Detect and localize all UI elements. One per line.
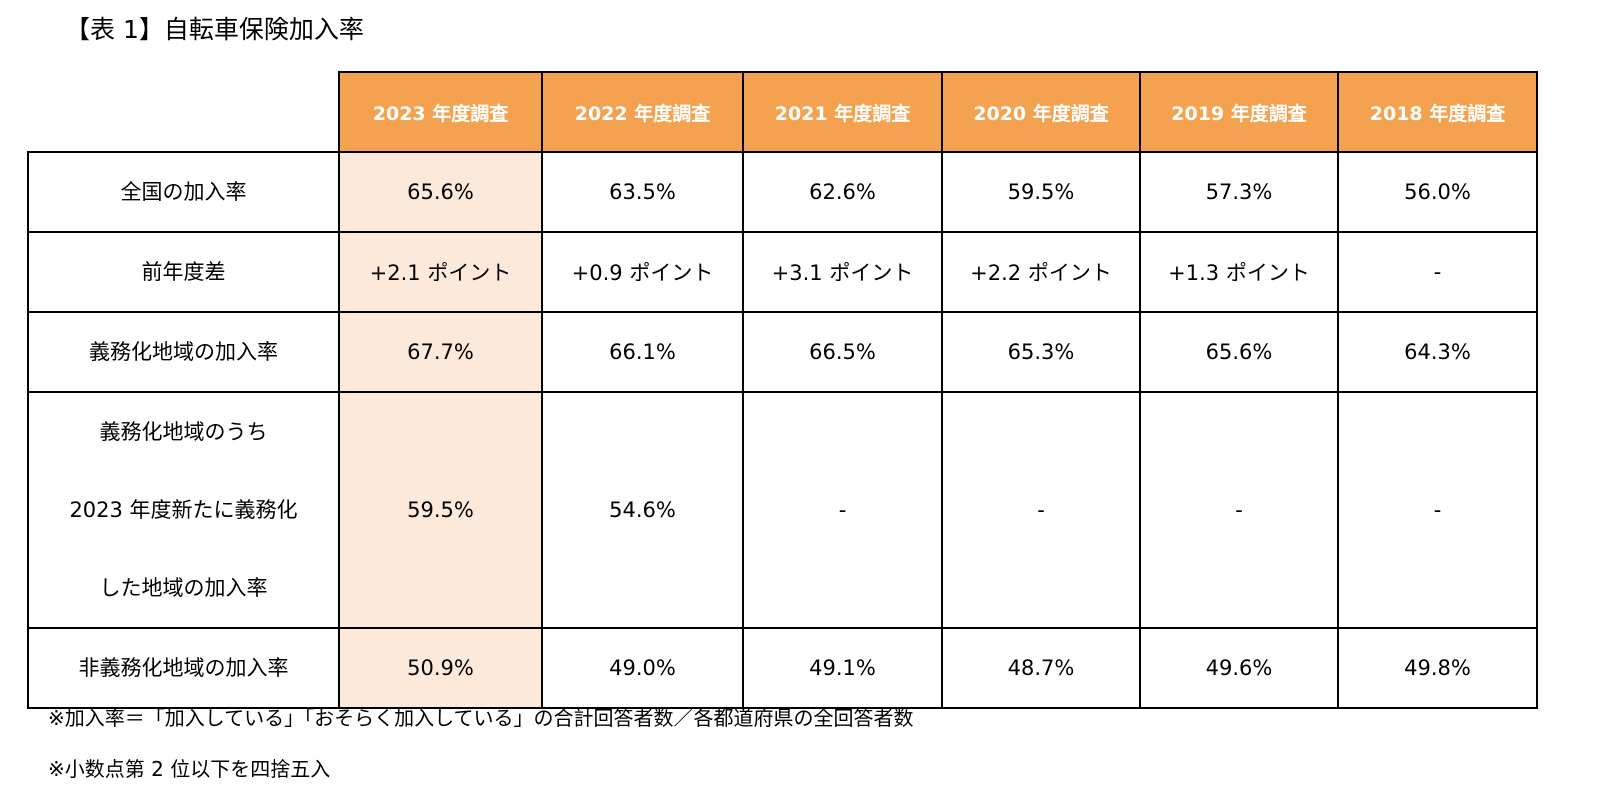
table-cell: 65.3% [941,311,1141,393]
table-cell: 66.5% [742,311,943,393]
table-cell: +0.9 ポイント [541,231,744,313]
column-header: 2023 年度調査 [338,71,543,153]
row-label: 義務化地域のうち 2023 年度新たに義務化 した地域の加入率 [27,391,340,629]
row-label: 前年度差 [27,231,340,313]
column-header: 2019 年度調査 [1139,71,1339,153]
column-header: 2018 年度調査 [1337,71,1538,153]
table-cell: 49.8% [1337,627,1538,709]
table-row: 全国の加入率 65.6% 63.5% 62.6% 59.5% 57.3% 56.… [27,151,1538,233]
table-cell: +2.1 ポイント [338,231,543,313]
table-cell: 67.7% [338,311,543,393]
column-header: 2022 年度調査 [541,71,744,153]
column-header: 2020 年度調査 [941,71,1141,153]
insurance-rate-table: 2023 年度調査 2022 年度調査 2021 年度調査 2020 年度調査 … [27,71,1538,709]
table-cell: 50.9% [338,627,543,709]
table-cell: +2.2 ポイント [941,231,1141,313]
table-cell: 62.6% [742,151,943,233]
table-cell: - [1337,231,1538,313]
header-corner [28,72,340,153]
footnote: ※小数点第 2 位以下を四捨五入 [48,757,331,781]
table-row: 前年度差 +2.1 ポイント +0.9 ポイント +3.1 ポイント +2.2 … [27,231,1538,313]
table-cell: 49.1% [742,627,943,709]
table-cell: 56.0% [1337,151,1538,233]
column-header: 2021 年度調査 [742,71,943,153]
table-cell: 48.7% [941,627,1141,709]
table-cell: 57.3% [1139,151,1339,233]
table-row: 義務化地域のうち 2023 年度新たに義務化 した地域の加入率 59.5% 54… [27,391,1538,629]
table-cell: 54.6% [541,391,744,629]
table-cell: - [1337,391,1538,629]
table-cell: - [742,391,943,629]
table-cell: 63.5% [541,151,744,233]
table-cell: 59.5% [338,391,543,629]
row-label: 非義務化地域の加入率 [27,627,340,709]
table-row: 義務化地域の加入率 67.7% 66.1% 66.5% 65.3% 65.6% … [27,311,1538,393]
table-cell: - [1139,391,1339,629]
table-cell: - [941,391,1141,629]
table-cell: 65.6% [1139,311,1339,393]
row-label: 義務化地域の加入率 [27,311,340,393]
table-cell: +1.3 ポイント [1139,231,1339,313]
table-cell: 65.6% [338,151,543,233]
table-cell: 49.6% [1139,627,1339,709]
table-row: 非義務化地域の加入率 50.9% 49.0% 49.1% 48.7% 49.6%… [27,627,1538,709]
table-cell: 59.5% [941,151,1141,233]
header-row: 2023 年度調査 2022 年度調査 2021 年度調査 2020 年度調査 … [28,71,1538,153]
footnote: ※加入率＝「加入している」「おそらく加入している」の合計回答者数／各都道府県の全… [48,706,914,730]
table-title: 【表 1】自転車保険加入率 [65,15,364,44]
table-cell: 66.1% [541,311,744,393]
table-cell: 64.3% [1337,311,1538,393]
table-cell: +3.1 ポイント [742,231,943,313]
row-label: 全国の加入率 [27,151,340,233]
table-cell: 49.0% [541,627,744,709]
